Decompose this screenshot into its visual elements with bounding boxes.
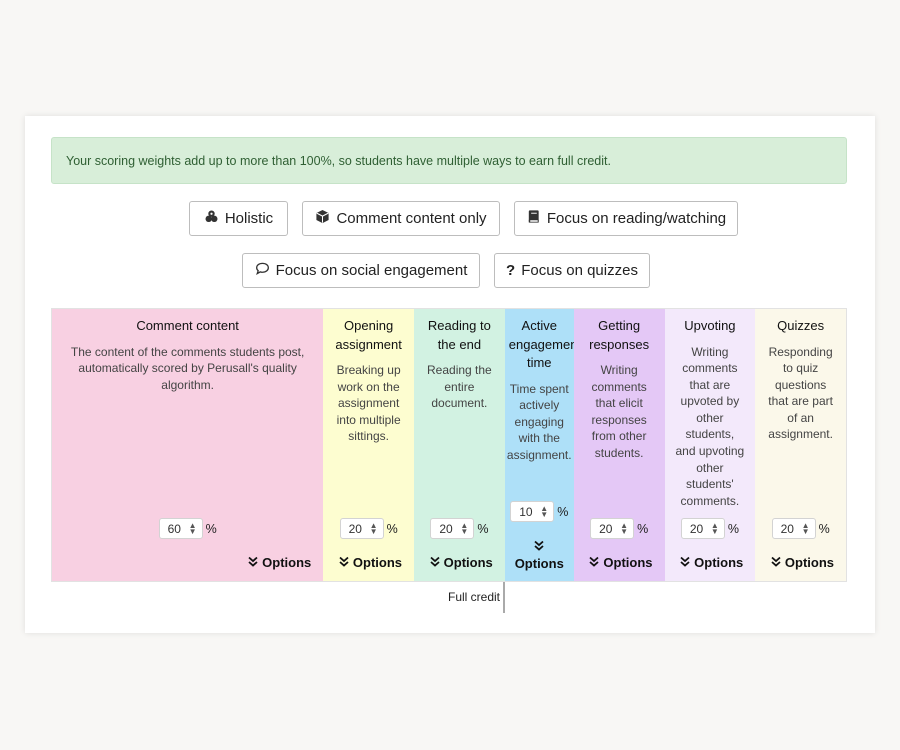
component-upvoting: Upvoting Writing comments that are upvot… <box>664 309 756 581</box>
options-toggle[interactable]: Options <box>248 555 311 570</box>
focus-quizzes-preset-button[interactable]: ? Focus on quizzes <box>494 253 650 288</box>
options-toggle[interactable]: Options <box>680 555 743 570</box>
weight-value: 20 <box>439 521 453 536</box>
options-toggle[interactable]: Options <box>771 555 834 570</box>
preset-label: Comment content only <box>336 210 487 227</box>
spinner-icon[interactable]: ▲ ▼ <box>460 520 469 536</box>
spinner-icon[interactable]: ▲ ▼ <box>540 503 549 519</box>
component-description: The content of the comments students pos… <box>70 344 305 392</box>
component-description: Writing comments that are upvoted by oth… <box>675 344 745 508</box>
options-toggle[interactable]: Options <box>339 555 402 570</box>
options-toggle[interactable]: Options <box>505 539 574 571</box>
weight-row: 60 ▲ ▼ % <box>52 518 323 539</box>
weight-row: 20 ▲ ▼ % <box>414 518 505 539</box>
comment-content-only-preset-button[interactable]: Comment content only <box>302 201 500 236</box>
double-chevron-down-icon <box>430 555 440 570</box>
percent-sign: % <box>477 521 489 536</box>
weight-value: 10 <box>519 504 533 519</box>
options-label: Options <box>603 555 653 570</box>
spinner-icon[interactable]: ▲ ▼ <box>369 520 378 536</box>
options-toggle[interactable]: Options <box>589 555 653 570</box>
percent-sign: % <box>557 504 569 519</box>
component-title: Reading to the end <box>427 318 491 352</box>
full-credit-label: Full credit <box>448 590 501 604</box>
weight-row: 20 ▲ ▼ % <box>323 518 414 539</box>
focus-reading-preset-button[interactable]: Focus on reading/watching <box>514 201 738 236</box>
component-title: Active engagement time <box>508 318 582 370</box>
scoring-card: Your scoring weights add up to more than… <box>25 116 875 633</box>
weight-input[interactable]: 60 ▲ ▼ <box>158 518 203 539</box>
component-opening-assignment: Opening assignment Breaking up work on t… <box>323 309 414 581</box>
weight-input[interactable]: 20 ▲ ▼ <box>430 518 475 539</box>
options-toggle[interactable]: Options <box>430 555 493 570</box>
weight-row: 20 ▲ ▼ % <box>574 518 665 539</box>
spinner-icon[interactable]: ▲ ▼ <box>620 520 629 536</box>
weight-value: 20 <box>599 521 613 536</box>
weight-row: 20 ▲ ▼ % <box>755 518 846 539</box>
speech-bubble-icon <box>255 261 270 280</box>
component-description: Reading the entire document. <box>427 363 492 411</box>
question-icon: ? <box>506 262 516 279</box>
component-description: Time spent actively engaging with the as… <box>506 381 572 462</box>
component-title: Opening assignment <box>335 318 402 352</box>
component-reading-to-end: Reading to the end Reading the entire do… <box>414 309 505 581</box>
weight-row: 20 ▲ ▼ % <box>665 518 756 539</box>
preset-label: Holistic <box>224 210 274 227</box>
options-label: Options <box>352 555 402 570</box>
preset-label: Focus on reading/watching <box>546 210 727 227</box>
weight-input[interactable]: 10 ▲ ▼ <box>510 501 555 522</box>
options-label: Options <box>694 555 744 570</box>
options-label: Options <box>514 556 564 571</box>
double-chevron-down-icon <box>680 555 690 570</box>
weight-input[interactable]: 20 ▲ ▼ <box>339 518 384 539</box>
component-title: Comment content <box>136 318 239 333</box>
weight-input[interactable]: 20 ▲ ▼ <box>680 518 725 539</box>
percent-sign: % <box>386 521 398 536</box>
percent-sign: % <box>818 521 830 536</box>
percent-sign: % <box>205 521 217 536</box>
double-chevron-down-icon <box>534 539 544 554</box>
full-credit-marker <box>503 582 505 613</box>
holistic-preset-button[interactable]: Holistic <box>189 201 288 236</box>
weight-input[interactable]: 20 ▲ ▼ <box>590 518 635 539</box>
component-comment-content: Comment content The content of the comme… <box>52 309 324 581</box>
component-title: Upvoting <box>684 318 736 333</box>
weight-row: 10 ▲ ▼ % <box>505 501 574 522</box>
focus-social-preset-button[interactable]: Focus on social engagement <box>242 253 480 288</box>
preset-label: Focus on social engagement <box>275 262 468 279</box>
component-title: Getting responses <box>589 318 650 352</box>
spinner-icon[interactable]: ▲ ▼ <box>710 520 719 536</box>
weight-value: 20 <box>689 521 704 536</box>
preset-label: Focus on quizzes <box>521 262 638 279</box>
book-icon <box>526 209 541 228</box>
double-chevron-down-icon <box>248 555 258 570</box>
spinner-icon[interactable]: ▲ ▼ <box>188 520 197 536</box>
double-chevron-down-icon <box>339 555 349 570</box>
cubes-icon <box>204 209 219 228</box>
scoring-components-grid: Comment content The content of the comme… <box>51 308 847 582</box>
weight-value: 20 <box>780 521 794 536</box>
options-label: Options <box>262 555 312 570</box>
percent-sign: % <box>727 521 739 536</box>
options-label: Options <box>784 555 834 570</box>
component-quizzes: Quizzes Responding to quiz questions tha… <box>755 309 846 581</box>
component-title: Quizzes <box>777 318 825 333</box>
component-description: Breaking up work on the assignment into … <box>336 363 401 444</box>
component-description: Writing comments that elicit responses f… <box>591 363 647 460</box>
double-chevron-down-icon <box>589 555 599 570</box>
component-getting-responses: Getting responses Writing comments that … <box>573 309 665 581</box>
weight-value: 20 <box>348 521 362 536</box>
spinner-icon[interactable]: ▲ ▼ <box>801 520 810 536</box>
percent-sign: % <box>637 521 649 536</box>
weight-value: 60 <box>167 521 181 536</box>
cube-icon <box>315 209 330 228</box>
options-label: Options <box>443 555 493 570</box>
component-active-engagement-time: Active engagement time Time spent active… <box>504 309 582 581</box>
weight-input[interactable]: 20 ▲ ▼ <box>771 518 816 539</box>
double-chevron-down-icon <box>771 555 781 570</box>
component-description: Responding to quiz questions that are pa… <box>768 344 833 442</box>
weights-alert: Your scoring weights add up to more than… <box>51 137 847 184</box>
